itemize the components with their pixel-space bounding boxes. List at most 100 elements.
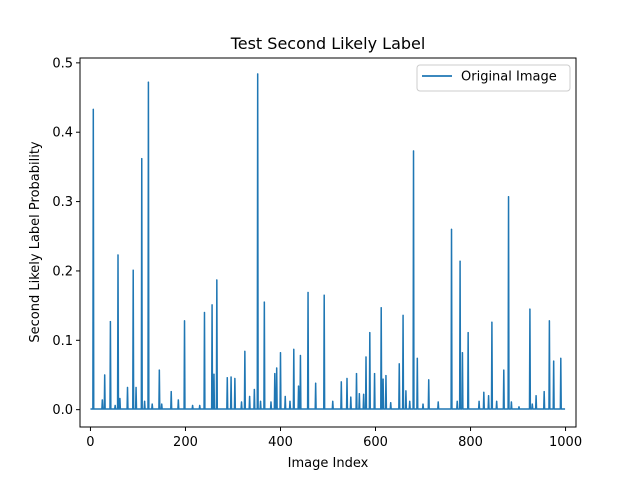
data-peak-point — [315, 382, 317, 384]
data-peak-point — [332, 400, 334, 402]
data-peak-point — [216, 279, 218, 281]
data-peak-point — [104, 374, 106, 376]
data-peak-point — [323, 294, 325, 296]
data-peak-point — [270, 401, 272, 403]
data-peak-point — [478, 400, 480, 402]
data-peak-point — [126, 386, 129, 389]
data-peak-point — [459, 260, 461, 262]
data-peak-point — [503, 369, 505, 371]
data-peak-point — [518, 406, 520, 408]
data-peak-point — [529, 308, 531, 310]
data-peak-point — [543, 391, 545, 393]
data-peak-point — [548, 320, 550, 322]
y-tick-label: 0.0 — [52, 403, 73, 418]
data-peak-point — [461, 352, 464, 354]
data-peak-point — [92, 108, 94, 110]
data-peak-point — [307, 291, 309, 294]
data-peak-point — [373, 372, 376, 375]
legend: Original Image — [416, 64, 571, 92]
data-peak-point — [355, 372, 358, 375]
data-peak-point — [213, 373, 215, 375]
data-peak-point — [496, 400, 498, 402]
data-peak-point — [240, 401, 243, 403]
data-peak-point — [259, 400, 262, 402]
data-peak-point — [119, 397, 121, 400]
data-peak-point — [274, 372, 276, 375]
data-peak-point — [350, 396, 352, 398]
data-peak-point — [276, 367, 278, 369]
data-peak-point — [363, 393, 365, 395]
data-peak-point — [192, 404, 194, 407]
data-peak-point — [135, 386, 137, 389]
data-peak-point — [279, 352, 282, 354]
data-peak-point — [253, 388, 255, 391]
chart-title: Test Second Likely Label — [230, 34, 426, 53]
data-peak-point — [132, 269, 134, 271]
data-peak-point — [358, 393, 360, 395]
axis-ticks: 0 200 400 600 800 1000 0.0 0.1 0.2 0.3 0.4 0.5 — [52, 56, 582, 450]
data-peak-point — [297, 385, 300, 387]
data-peak-point — [416, 357, 418, 359]
data-peak-point — [390, 402, 392, 404]
data-peak-point — [405, 390, 407, 392]
data-peak-point — [385, 375, 387, 377]
data-peak-point — [114, 404, 116, 407]
data-peak-point — [398, 363, 400, 365]
x-axis-label: Image Index — [288, 456, 369, 471]
data-peak-point — [226, 377, 228, 379]
data-peak-point — [340, 381, 342, 383]
data-peak-point — [483, 391, 485, 393]
data-peak-point — [161, 403, 163, 405]
data-peak-point — [211, 304, 213, 306]
data-peak-point — [244, 350, 246, 352]
data-peak-point — [428, 379, 430, 381]
data-peak-point — [101, 399, 103, 401]
data-peak-point — [560, 357, 562, 359]
data-peak-point — [234, 377, 236, 380]
x-tick-label: 1000 — [549, 435, 582, 450]
data-peak-point — [141, 157, 143, 160]
data-peak-point — [289, 400, 291, 402]
data-peak-point — [346, 377, 348, 380]
data-peak-point — [158, 369, 160, 371]
y-tick-label: 0.1 — [52, 334, 73, 349]
y-tick-label: 0.3 — [52, 195, 73, 210]
data-peak-point — [382, 378, 384, 380]
data-peak-point — [422, 403, 424, 405]
data-peak-point — [369, 332, 371, 334]
data-peak-point — [299, 354, 302, 357]
data-peak-point — [183, 320, 186, 322]
data-peak-point — [263, 301, 265, 303]
legend-label: Original Image — [461, 70, 557, 85]
data-peak-point — [491, 321, 493, 323]
x-tick-label: 600 — [363, 435, 388, 450]
data-peak-point — [409, 400, 411, 402]
data-peak-point — [553, 360, 555, 362]
x-tick-label: 800 — [458, 435, 483, 450]
x-tick-label: 400 — [268, 435, 293, 450]
x-tick-label: 200 — [173, 435, 198, 450]
data-peak-point — [199, 404, 201, 407]
y-tick-label: 0.4 — [52, 126, 73, 141]
data-peak-point — [230, 376, 232, 378]
data-peak-point — [380, 307, 382, 309]
data-peak-point — [467, 332, 469, 334]
data-peak-point — [151, 403, 153, 405]
data-peak-point — [170, 391, 172, 393]
data-peak-point — [257, 73, 259, 75]
data-peak-point — [507, 196, 510, 198]
data-peak-point — [365, 356, 367, 358]
data-peak-point — [109, 320, 112, 323]
y-tick-label: 0.5 — [52, 56, 73, 71]
data-peak-point — [147, 81, 150, 83]
data-peak-point — [487, 395, 490, 397]
data-peak-point — [535, 395, 537, 397]
data-peak-point — [177, 399, 179, 401]
data-peak-point — [531, 403, 533, 405]
data-peak-point — [284, 395, 286, 398]
data-peak-point — [402, 314, 404, 316]
data-peak-point — [450, 228, 453, 230]
data-peak-point — [456, 400, 458, 402]
plot-area — [90, 73, 566, 410]
